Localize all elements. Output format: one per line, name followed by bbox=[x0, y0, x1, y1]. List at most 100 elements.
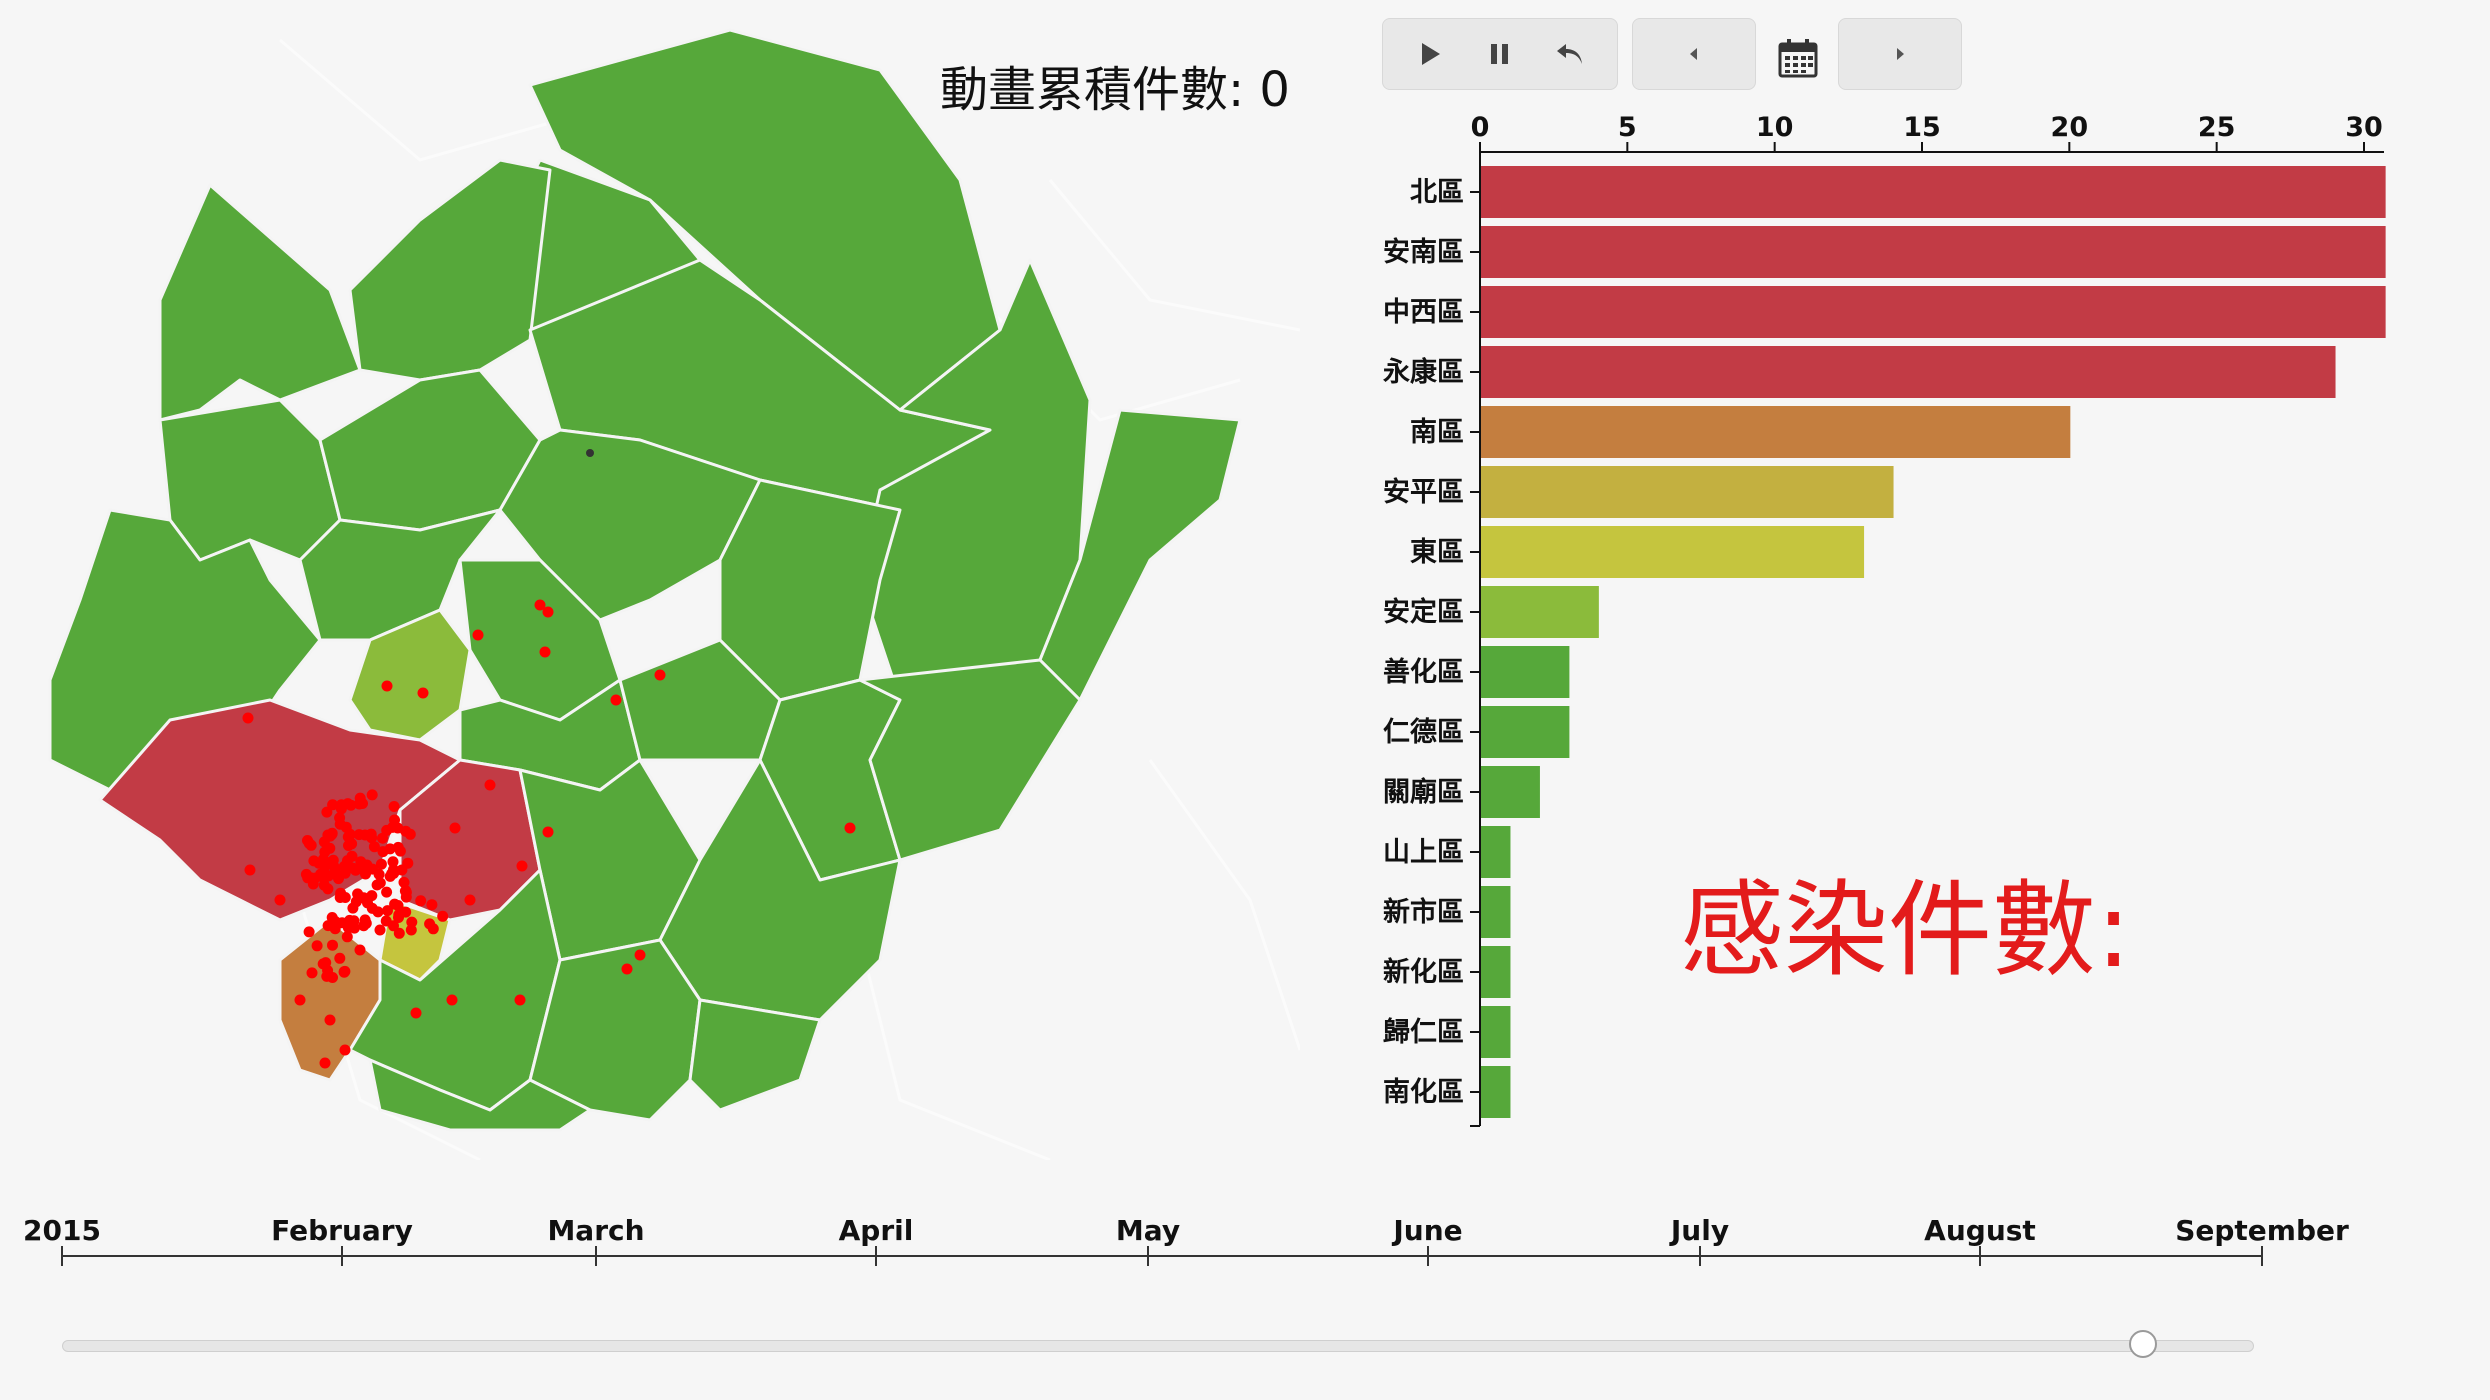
y-axis: 北區安南區中西區永康區南區安平區東區安定區善化區仁德區關廟區山上區新市區新化區歸… bbox=[1382, 152, 1481, 1127]
y-tick-label: 新化區 bbox=[1383, 956, 1464, 988]
x-tick-label: 5 bbox=[1618, 112, 1637, 143]
bar bbox=[1481, 946, 1511, 998]
y-tick-label: 新市區 bbox=[1383, 896, 1464, 928]
case-dot bbox=[321, 970, 333, 982]
bar bbox=[1481, 346, 2336, 398]
x-axis: 0 5 10 15 20 25 30 bbox=[1471, 112, 2384, 153]
animation-count-label: 動畫累積件數: 0 bbox=[940, 62, 1290, 118]
case-dot bbox=[329, 916, 341, 927]
case-dot bbox=[542, 826, 554, 838]
y-tick-label: 南化區 bbox=[1383, 1077, 1464, 1108]
bar-chart: 0 5 10 15 20 25 30 北區安南區中西區永康區南區安平區東區安定區善化區仁德區… bbox=[1382, 112, 2386, 1127]
case-dot bbox=[373, 868, 385, 880]
case-dot bbox=[371, 879, 383, 891]
timeline-axis: 2015 February March April May June July August S… bbox=[23, 1214, 2349, 1266]
bar bbox=[1481, 586, 1599, 638]
case-dot bbox=[381, 886, 393, 898]
case-dot bbox=[472, 629, 484, 641]
location-marker bbox=[586, 449, 594, 457]
case-dot bbox=[400, 885, 412, 897]
x-tick-label: 30 bbox=[2345, 112, 2383, 143]
case-dot bbox=[539, 646, 551, 658]
case-dot bbox=[326, 828, 338, 840]
case-dot bbox=[366, 890, 378, 902]
bar bbox=[1481, 286, 2386, 338]
case-dot bbox=[374, 924, 386, 936]
case-dot bbox=[415, 895, 427, 907]
bars bbox=[1481, 166, 2386, 1118]
case-dot bbox=[392, 841, 404, 853]
case-dot bbox=[406, 916, 418, 928]
x-tick-label: 0 bbox=[1471, 112, 1490, 143]
case-dot bbox=[381, 680, 393, 692]
case-dot bbox=[321, 806, 333, 818]
calendar-icon[interactable] bbox=[1766, 26, 1830, 90]
timeline-label: May bbox=[1116, 1214, 1180, 1247]
district-coast-bottom bbox=[368, 1058, 592, 1132]
case-dot bbox=[654, 669, 666, 681]
timeline-label: April bbox=[839, 1214, 914, 1247]
case-dot bbox=[392, 900, 404, 911]
case-dot bbox=[306, 967, 318, 979]
timeline-slider-handle[interactable] bbox=[2128, 1330, 2157, 1358]
x-tick-label: 25 bbox=[2198, 112, 2236, 143]
undo-icon[interactable] bbox=[1538, 22, 1602, 86]
case-dot bbox=[388, 801, 400, 812]
case-dot bbox=[388, 920, 399, 932]
timeline-label: July bbox=[1669, 1214, 1729, 1247]
bar bbox=[1481, 826, 1511, 878]
x-tick-label: 10 bbox=[1756, 112, 1794, 143]
next-button[interactable] bbox=[1838, 18, 1962, 90]
case-dot bbox=[634, 949, 646, 961]
bar bbox=[1481, 526, 1865, 578]
case-dots bbox=[242, 449, 856, 1069]
case-dot bbox=[319, 1057, 331, 1069]
bar bbox=[1481, 646, 1570, 698]
bar bbox=[1481, 466, 1894, 518]
case-dot bbox=[514, 994, 526, 1006]
case-dot bbox=[324, 1014, 336, 1026]
district-map bbox=[48, 28, 1300, 1160]
case-dot bbox=[354, 792, 366, 804]
bar bbox=[1481, 226, 2386, 278]
pause-icon[interactable] bbox=[1468, 22, 1532, 86]
bar bbox=[1481, 886, 1511, 938]
case-dot bbox=[844, 822, 856, 834]
case-dot bbox=[320, 957, 332, 969]
case-dot bbox=[446, 994, 458, 1006]
case-dot bbox=[387, 856, 399, 868]
case-dot bbox=[621, 963, 633, 975]
case-dot bbox=[311, 940, 323, 952]
district-far-northwest bbox=[158, 183, 362, 422]
bar bbox=[1481, 706, 1570, 758]
case-dot bbox=[484, 779, 496, 791]
case-dot bbox=[344, 828, 356, 840]
timeline-label: June bbox=[1391, 1214, 1462, 1247]
y-tick-label: 南區 bbox=[1410, 417, 1464, 448]
prev-button[interactable] bbox=[1632, 18, 1756, 90]
case-dot bbox=[424, 918, 436, 930]
case-dot bbox=[354, 944, 366, 956]
play-icon[interactable] bbox=[1398, 22, 1462, 86]
infection-count-label: 感染件數: bbox=[1680, 869, 2132, 991]
case-dot bbox=[372, 906, 384, 918]
timeline-label: August bbox=[1924, 1214, 2036, 1247]
case-dot bbox=[300, 868, 312, 880]
y-tick-label: 安定區 bbox=[1383, 596, 1464, 628]
y-tick-label: 歸仁區 bbox=[1383, 1016, 1464, 1048]
case-dot bbox=[366, 789, 378, 801]
case-dot bbox=[368, 841, 380, 853]
case-dot bbox=[242, 712, 254, 724]
case-dot bbox=[417, 687, 429, 699]
timeline-label: 2015 bbox=[23, 1214, 101, 1247]
case-dot bbox=[341, 931, 353, 943]
case-dot bbox=[334, 892, 346, 903]
case-dot bbox=[388, 864, 399, 876]
case-dot bbox=[449, 822, 461, 834]
case-dot bbox=[516, 860, 528, 872]
case-dot bbox=[610, 694, 622, 706]
timeline-slider-track[interactable] bbox=[62, 1340, 2254, 1352]
case-dot bbox=[350, 896, 362, 908]
case-dot bbox=[437, 910, 449, 922]
case-dot bbox=[339, 1044, 351, 1056]
